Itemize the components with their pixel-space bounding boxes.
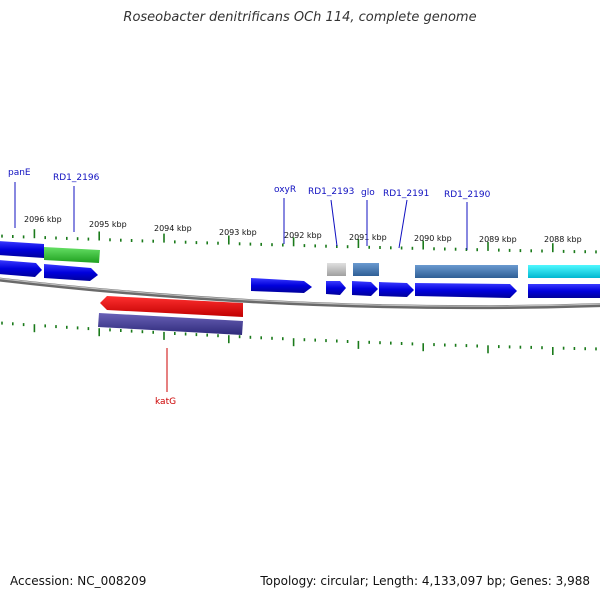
gene-labels: panE RD1_2196 oxyR RD1_2193 glo RD1_2191… <box>8 168 491 407</box>
scale-label-2095: 2095 kbp <box>89 220 127 229</box>
gene-panE-feature[interactable] <box>0 241 44 258</box>
scale-labels: 2096 kbp 2095 kbp 2094 kbp 2093 kbp 2092… <box>24 215 582 244</box>
genome-summary: Topology: circular; Length: 4,133,097 bp… <box>260 574 590 588</box>
gene-glo-feature[interactable] <box>353 263 379 276</box>
scale-label-2096: 2096 kbp <box>24 215 62 224</box>
gene-RD1_2191-arrow[interactable] <box>379 282 414 297</box>
genome-backbone <box>0 277 600 310</box>
inner-scale-ticks <box>1 321 597 355</box>
scale-label-2092: 2092 kbp <box>284 231 322 240</box>
gene-RD1_2190-arrow[interactable] <box>415 283 517 298</box>
feature-track-outer <box>0 241 600 278</box>
gene-label-RD1_2191[interactable]: RD1_2191 <box>383 189 429 199</box>
gene-cyan-feature[interactable] <box>528 265 600 278</box>
gene-panE-arrow[interactable] <box>0 260 42 277</box>
gene-label-panE[interactable]: panE <box>8 168 31 178</box>
gene-RD1_2193-arrow[interactable] <box>326 281 346 295</box>
gene-RD1_2193-feature[interactable] <box>327 263 346 276</box>
gene-RD1_2196-feature[interactable] <box>44 247 100 263</box>
scale-label-2091: 2091 kbp <box>349 233 387 242</box>
label-leaders <box>14 182 468 392</box>
gene-label-katG[interactable]: katG <box>155 397 176 407</box>
gene-label-glo[interactable]: glo <box>361 188 375 198</box>
gene-label-RD1_2190[interactable]: RD1_2190 <box>444 190 491 200</box>
gene-RD1_2196-arrow[interactable] <box>44 264 98 281</box>
gene-label-RD1_2193[interactable]: RD1_2193 <box>308 187 354 197</box>
scale-label-2088: 2088 kbp <box>544 235 582 244</box>
leader-RD1_2193 <box>330 199 338 247</box>
scale-label-2093: 2093 kbp <box>219 228 257 237</box>
scale-label-2090: 2090 kbp <box>414 234 452 243</box>
gene-label-RD1_2196[interactable]: RD1_2196 <box>53 173 100 183</box>
scale-label-2094: 2094 kbp <box>154 224 192 233</box>
map-title: Roseobacter denitrificans OCh 114, compl… <box>123 10 477 25</box>
leader-RD1_2191 <box>398 199 408 249</box>
gene-katG-arrow[interactable] <box>100 296 243 317</box>
gene-oxyR-arrow[interactable] <box>251 278 312 293</box>
gene-edge-arrow[interactable] <box>528 284 600 298</box>
gene-track-reverse <box>98 296 243 335</box>
gene-label-oxyR[interactable]: oxyR <box>274 185 296 195</box>
genome-backbone-highlight <box>0 277 600 307</box>
accession-label: Accession: NC_008209 <box>10 574 147 588</box>
scale-label-2089: 2089 kbp <box>479 235 517 244</box>
gene-katG-feature[interactable] <box>98 313 243 335</box>
gene-RD1_2190-feature[interactable] <box>415 265 518 278</box>
outer-scale-ticks <box>1 229 597 254</box>
gene-track-forward <box>0 260 600 298</box>
gene-glo-arrow[interactable] <box>352 281 378 296</box>
